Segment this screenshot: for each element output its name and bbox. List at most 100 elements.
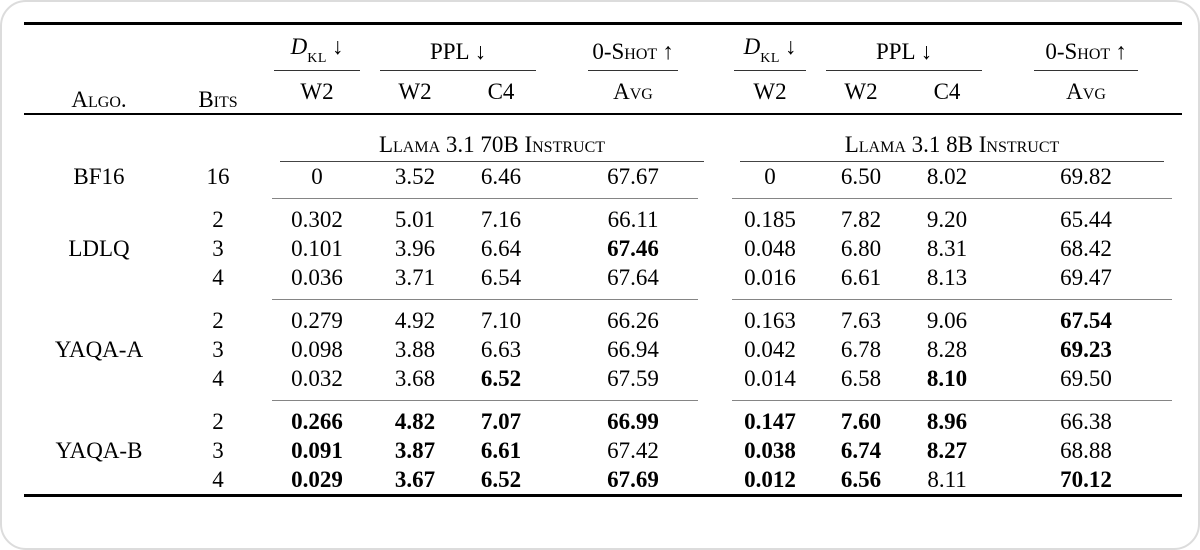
value-cell: 4.82 [394, 408, 436, 434]
value-cell: 0.147 [744, 408, 796, 434]
zeroshot-label: 0-Shot [592, 39, 658, 64]
value-cell: 6.63 [480, 336, 522, 362]
value-cell: 67.69 [607, 466, 659, 492]
table-row: 4 0.032 3.68 6.52 67.59 0.014 6.58 8.10 69.50 [24, 364, 1182, 393]
bits-cell: 2 [212, 307, 224, 333]
col-group-zeroshot-8b: 0-Shot ↑ [990, 24, 1182, 71]
bits-cell: 2 [212, 408, 224, 434]
value-cell: 68.42 [1060, 235, 1112, 261]
col-group-ppl-70b: PPL ↓ [372, 24, 544, 71]
bits-cell: 3 [212, 336, 224, 362]
separator-rule [732, 197, 1173, 199]
separator-rule [272, 197, 699, 199]
value-cell: 0.032 [291, 365, 343, 391]
empty-cell [24, 114, 262, 162]
table-wrapper: Algo. Bits DKL ↓ PPL ↓ 0-Shot ↑ DKL ↓ [24, 22, 1183, 497]
results-table: Algo. Bits DKL ↓ PPL ↓ 0-Shot ↑ DKL ↓ [24, 22, 1183, 497]
value-cell: 65.44 [1060, 206, 1112, 232]
table-row: YAQA-A 2 0.279 4.92 7.10 66.26 0.163 7.63 9.06 67… [24, 306, 1182, 362]
separator-cell [262, 393, 722, 407]
value-cell: 8.11 [927, 466, 967, 492]
algo-cell: YAQA-A [54, 336, 144, 362]
separator-rule [732, 399, 1173, 401]
model-name: Llama 3.1 8B Instruct [740, 132, 1165, 162]
col-group-ppl-8b: PPL ↓ [818, 24, 990, 71]
value-cell: 6.54 [480, 264, 522, 290]
up-arrow-icon: ↑ [1115, 39, 1127, 64]
value-cell: 9.20 [926, 206, 968, 232]
ppl-label: PPL [875, 39, 916, 64]
value-cell: 0.302 [291, 206, 343, 232]
ppl-label: PPL [429, 39, 470, 64]
value-cell: 8.28 [926, 336, 968, 362]
separator-cell [722, 393, 1182, 407]
value-cell: 69.82 [1060, 163, 1112, 189]
section-separator-row [24, 393, 1182, 407]
header-subcol-row: W2 W2 C4 Avg W2 W2 C4 Avg [24, 71, 1183, 115]
value-cell: 3.71 [394, 264, 436, 290]
value-cell: 8.02 [926, 163, 968, 189]
algo-cell: YAQA-B [55, 437, 143, 463]
separator-rule [272, 298, 699, 300]
value-cell: 7.07 [480, 408, 522, 434]
value-cell: 6.56 [840, 466, 882, 492]
value-cell: 3.68 [394, 365, 436, 391]
separator-cell [722, 191, 1182, 205]
value-cell: 6.74 [840, 437, 882, 463]
table-body: Llama 3.1 70B Instruct Llama 3.1 8B Inst… [24, 114, 1182, 496]
col-group-zeroshot-70b: 0-Shot ↑ [544, 24, 722, 71]
value-cell: 6.52 [480, 466, 522, 492]
value-cell: 7.60 [840, 408, 882, 434]
table-row: 4 0.036 3.71 6.54 67.64 0.016 6.61 8.13 69.47 [24, 263, 1182, 292]
subcol-w2: W2 [262, 71, 372, 115]
value-cell: 0.048 [744, 235, 796, 261]
down-arrow-icon: ↓ [920, 39, 933, 64]
dkl-subscript: KL [760, 51, 780, 66]
value-cell: 8.13 [926, 264, 968, 290]
model-header-row: Llama 3.1 70B Instruct Llama 3.1 8B Inst… [24, 114, 1182, 162]
value-cell: 6.80 [840, 235, 882, 261]
value-cell: 8.31 [926, 235, 968, 261]
table-row: 3 0.098 3.88 6.63 66.94 0.042 6.78 8.28 69.23 [24, 335, 1182, 364]
value-cell: 0.036 [291, 264, 343, 290]
empty-cell [24, 191, 262, 205]
value-cell: 70.12 [1060, 466, 1112, 492]
value-cell: 6.46 [480, 163, 522, 189]
value-cell: 3.88 [394, 336, 436, 362]
bits-cell: 16 [206, 163, 230, 189]
value-cell: 67.46 [607, 235, 659, 261]
value-cell: 69.23 [1060, 336, 1112, 362]
bits-cell: 4 [212, 264, 224, 290]
value-cell: 0.038 [744, 437, 796, 463]
value-cell: 6.58 [840, 365, 882, 391]
subcol-c4: C4 [458, 71, 545, 115]
separator-rule [732, 298, 1173, 300]
value-cell: 8.27 [926, 437, 968, 463]
model-header-8b: Llama 3.1 8B Instruct [722, 114, 1182, 162]
value-cell: 0.163 [744, 307, 796, 333]
value-cell: 0.098 [291, 336, 343, 362]
value-cell: 9.06 [926, 307, 968, 333]
value-cell: 66.99 [607, 408, 659, 434]
subcol-avg: Avg [990, 71, 1183, 115]
value-cell: 7.63 [840, 307, 882, 333]
dkl-symbol: D [290, 34, 308, 60]
value-cell: 66.26 [607, 307, 659, 333]
zeroshot-label: 0-Shot [1045, 39, 1111, 64]
value-cell: 3.67 [394, 466, 436, 492]
value-cell: 67.42 [607, 437, 659, 463]
bits-cell: 2 [212, 206, 224, 232]
separator-cell [722, 292, 1182, 306]
up-arrow-icon: ↑ [662, 39, 674, 64]
bits-cell: 4 [212, 466, 224, 492]
value-cell: 6.52 [480, 365, 522, 391]
table-row: LDLQ 2 0.302 5.01 7.16 66.11 0.185 7.82 9.20 65.4… [24, 205, 1182, 261]
subcol-w2: W2 [818, 71, 905, 115]
value-cell: 0.101 [291, 235, 343, 261]
value-cell: 0.266 [291, 408, 343, 434]
value-cell: 7.10 [480, 307, 522, 333]
dkl-symbol: D [743, 34, 761, 60]
down-arrow-icon: ↓ [474, 39, 487, 64]
value-cell: 67.54 [1060, 307, 1112, 333]
value-cell: 69.47 [1060, 264, 1112, 290]
